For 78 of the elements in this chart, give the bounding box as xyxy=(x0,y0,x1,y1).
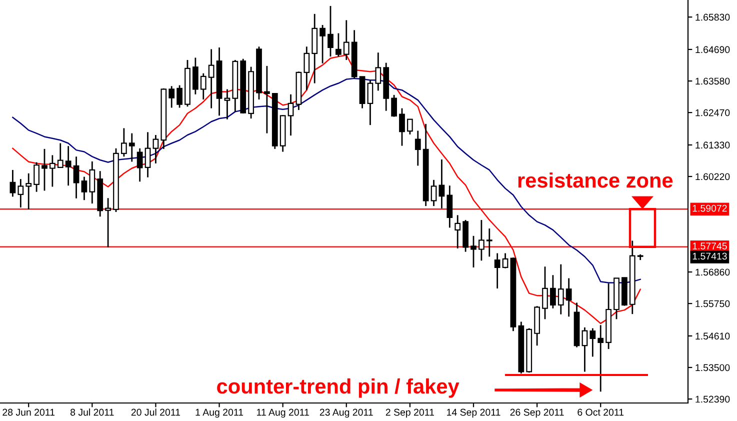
candlestick xyxy=(65,145,72,186)
x-tick-label: 8 Jul 2011 xyxy=(70,408,114,416)
annotation: resistance zone xyxy=(518,172,673,188)
x-tick-label: 28 Jun 2011 xyxy=(2,408,55,416)
candlestick xyxy=(200,72,206,100)
y-tick-label: 1.65830 xyxy=(696,14,730,21)
candlestick xyxy=(598,324,604,392)
candlestick xyxy=(105,197,111,248)
candlestick xyxy=(152,134,159,164)
y-tick-label: 1.54610 xyxy=(696,332,730,340)
candlestick xyxy=(430,179,437,207)
candlestick xyxy=(42,148,48,192)
candlestick xyxy=(264,65,270,134)
candlestick xyxy=(224,88,230,120)
x-tick-label: 1 Aug 2011 xyxy=(196,408,244,418)
candlestick xyxy=(343,19,350,61)
y-tick-label: 1.61330 xyxy=(696,142,730,149)
candlestick xyxy=(73,156,80,200)
x-tick-label: 6 Oct 2011 xyxy=(578,408,624,416)
candlestick xyxy=(144,131,151,178)
candlestick xyxy=(328,5,334,58)
candlestick xyxy=(168,85,175,108)
y-tick-label: 1.55750 xyxy=(696,300,730,308)
x-tick-label: 2 Sep 2011 xyxy=(386,408,434,418)
candlestick xyxy=(542,266,548,320)
candlestick xyxy=(407,118,413,136)
candlestick xyxy=(391,94,397,118)
y-tick-label: 1.62470 xyxy=(696,109,730,116)
candlestick xyxy=(336,32,342,58)
candlestick xyxy=(470,235,476,268)
candlestick xyxy=(89,160,96,204)
candlestick xyxy=(558,264,564,316)
x-tick-label: 14 Sep 2011 xyxy=(447,408,500,418)
y-tick-label: 1.63580 xyxy=(696,78,730,85)
candlestick xyxy=(367,79,374,126)
candlestick xyxy=(446,184,453,228)
candlestick xyxy=(57,142,64,168)
text: 1.57413 xyxy=(692,252,727,260)
ref-line-label: 1.59072 xyxy=(692,204,727,212)
candlestick xyxy=(176,84,182,108)
x-tick-label: 26 Sep 2011 xyxy=(510,408,564,418)
candlestick xyxy=(590,328,596,358)
y-tick-label: 1.60220 xyxy=(696,173,730,180)
candlestick xyxy=(208,48,214,109)
ref-line-label: 1.57745 xyxy=(692,242,727,250)
candlestick xyxy=(10,169,16,198)
candlestick xyxy=(375,52,382,92)
y-tick-label: 1.52390 xyxy=(696,396,730,403)
x-tick-label: 11 Aug 2011 xyxy=(256,408,309,418)
candlestick xyxy=(438,158,445,210)
candlestick xyxy=(136,148,143,182)
y-tick-label: 1.64690 xyxy=(696,46,730,54)
candlestick xyxy=(49,154,56,188)
candlestick xyxy=(486,228,492,258)
candlestick xyxy=(26,172,32,210)
candlestick xyxy=(128,132,135,162)
candlestick xyxy=(502,252,508,269)
candlestick xyxy=(34,162,40,193)
y-tick-label: 1.56860 xyxy=(696,268,730,276)
candlestick xyxy=(550,274,556,310)
y-tick-label: 1.53500 xyxy=(696,364,730,372)
candlestick xyxy=(566,278,572,318)
annotation: counter-trend pin / fakey xyxy=(217,378,460,398)
candlestick xyxy=(120,127,127,158)
candlestick xyxy=(494,252,500,290)
x-tick-label: 20 Jul 2011 xyxy=(131,408,180,416)
candlestick xyxy=(399,108,405,146)
candlestick xyxy=(304,46,310,91)
candlestick xyxy=(320,24,326,64)
candlestick xyxy=(18,178,24,208)
candlestick xyxy=(582,326,588,372)
x-tick-label: 23 Aug 2011 xyxy=(320,408,373,418)
candlestick xyxy=(81,176,88,201)
candlestick xyxy=(414,130,421,166)
candlestick xyxy=(288,94,294,136)
candlestick xyxy=(192,57,198,96)
candlestick xyxy=(478,219,484,262)
candlestick xyxy=(454,214,461,250)
